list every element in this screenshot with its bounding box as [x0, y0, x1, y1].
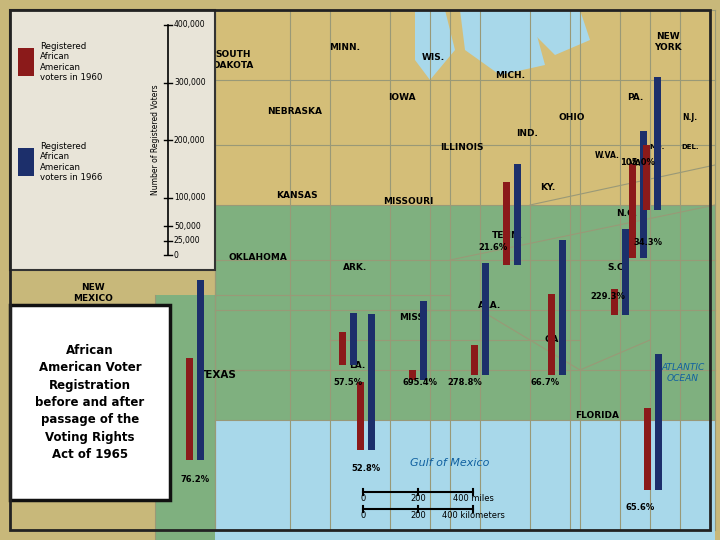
- Text: Registered
African
American
voters in 1960: Registered African American voters in 19…: [40, 42, 102, 82]
- Bar: [514, 164, 521, 265]
- Bar: [155, 295, 215, 540]
- Text: MD.: MD.: [649, 144, 665, 150]
- Text: TEXAS: TEXAS: [199, 370, 237, 380]
- Bar: [655, 354, 662, 490]
- Text: OKLAHOMA: OKLAHOMA: [228, 253, 287, 262]
- Text: OHIO: OHIO: [559, 113, 585, 123]
- Text: 65.6%: 65.6%: [626, 503, 654, 512]
- Text: MINN.: MINN.: [330, 44, 361, 52]
- Text: Registered
African
American
voters in 1966: Registered African American voters in 19…: [40, 142, 102, 182]
- Text: 400 miles: 400 miles: [453, 494, 493, 503]
- Text: N.C.: N.C.: [616, 208, 637, 218]
- Text: WIS.: WIS.: [421, 53, 444, 63]
- Bar: [215, 420, 715, 540]
- Text: MICH.: MICH.: [495, 71, 525, 79]
- Text: MEXICO: MEXICO: [128, 494, 168, 503]
- Bar: [629, 164, 636, 258]
- Text: 0: 0: [174, 251, 179, 260]
- Text: 76.2%: 76.2%: [181, 475, 210, 484]
- Text: Number of Registered Voters: Number of Registered Voters: [150, 85, 160, 195]
- Text: Gulf of Mexico: Gulf of Mexico: [410, 458, 490, 468]
- Text: NEW
YORK: NEW YORK: [654, 32, 682, 52]
- Polygon shape: [415, 10, 455, 80]
- Bar: [18, 148, 34, 176]
- Text: VA.: VA.: [629, 159, 645, 167]
- Text: W.VA.: W.VA.: [595, 151, 619, 159]
- Bar: [197, 280, 204, 460]
- Text: NEW
MEXICO: NEW MEXICO: [73, 284, 113, 303]
- Bar: [10, 305, 170, 500]
- Text: 57.5%: 57.5%: [333, 378, 363, 387]
- Text: GA.: GA.: [544, 335, 562, 345]
- Text: African
American Voter
Registration
before and after
passage of the
Voting Right: African American Voter Registration befo…: [35, 343, 145, 462]
- Bar: [643, 145, 650, 210]
- Text: 66.7%: 66.7%: [531, 378, 559, 387]
- Bar: [420, 301, 427, 380]
- Text: ARK.: ARK.: [343, 264, 367, 273]
- Bar: [644, 408, 651, 490]
- Text: 200,000: 200,000: [174, 136, 205, 145]
- Bar: [215, 205, 715, 420]
- Bar: [339, 332, 346, 365]
- Text: 34.3%: 34.3%: [634, 238, 662, 247]
- Text: LA.: LA.: [349, 361, 365, 369]
- Bar: [559, 240, 566, 375]
- Text: 21.6%: 21.6%: [478, 243, 508, 252]
- Text: ATLANTIC
OCEAN: ATLANTIC OCEAN: [662, 363, 705, 383]
- Text: 229.3%: 229.3%: [590, 292, 626, 301]
- Text: 200: 200: [410, 494, 426, 503]
- Bar: [368, 314, 375, 450]
- Polygon shape: [460, 10, 545, 75]
- Text: N.J.: N.J.: [683, 113, 698, 123]
- Bar: [611, 289, 618, 315]
- Text: 0: 0: [361, 511, 366, 520]
- Bar: [482, 262, 489, 375]
- Bar: [548, 294, 555, 375]
- Bar: [10, 10, 215, 270]
- Bar: [622, 229, 629, 315]
- Bar: [640, 131, 647, 258]
- Bar: [471, 345, 478, 375]
- Text: SOUTH
DAKOTA: SOUTH DAKOTA: [212, 50, 253, 70]
- Text: 52.8%: 52.8%: [351, 464, 381, 473]
- Bar: [186, 359, 193, 460]
- Text: 25,000: 25,000: [174, 236, 201, 245]
- Text: IOWA: IOWA: [388, 93, 416, 103]
- Bar: [18, 48, 34, 76]
- Text: MISS.: MISS.: [399, 313, 427, 321]
- Text: 278.8%: 278.8%: [448, 378, 482, 387]
- Text: MISSOURI: MISSOURI: [383, 198, 433, 206]
- Text: TENN.: TENN.: [492, 231, 523, 240]
- Text: 50,000: 50,000: [174, 222, 201, 231]
- Bar: [503, 182, 510, 265]
- Bar: [357, 382, 364, 450]
- Text: 100,000: 100,000: [174, 193, 205, 202]
- Bar: [654, 77, 661, 210]
- Bar: [215, 10, 715, 205]
- Text: 695.4%: 695.4%: [402, 378, 438, 387]
- Text: 105.0%: 105.0%: [620, 158, 654, 167]
- Text: 400 kilometers: 400 kilometers: [441, 511, 505, 520]
- Text: 400,000: 400,000: [174, 21, 206, 30]
- Text: KY.: KY.: [541, 184, 556, 192]
- Text: 0: 0: [361, 494, 366, 503]
- Text: NEBRASKA: NEBRASKA: [268, 107, 323, 117]
- Text: FLORIDA: FLORIDA: [575, 410, 619, 420]
- Text: IND.: IND.: [516, 129, 538, 138]
- Polygon shape: [530, 10, 590, 55]
- Text: ALA.: ALA.: [478, 300, 502, 309]
- Text: 300,000: 300,000: [174, 78, 206, 87]
- Text: S.C.: S.C.: [607, 264, 627, 273]
- Text: 200: 200: [410, 511, 426, 520]
- Bar: [409, 370, 416, 380]
- Text: PA.: PA.: [627, 93, 643, 103]
- Text: ILLINOIS: ILLINOIS: [440, 144, 484, 152]
- Bar: [350, 313, 357, 365]
- Text: KANSAS: KANSAS: [276, 191, 318, 199]
- Text: DEL.: DEL.: [681, 144, 699, 150]
